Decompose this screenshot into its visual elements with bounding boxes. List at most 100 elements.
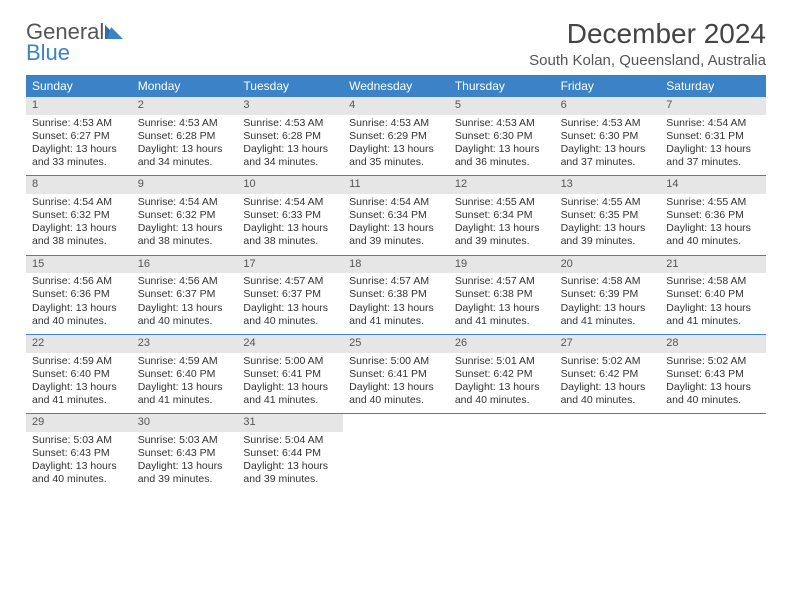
day-body: Sunrise: 4:55 AMSunset: 6:34 PMDaylight:… bbox=[449, 194, 555, 255]
day-body: Sunrise: 4:54 AMSunset: 6:31 PMDaylight:… bbox=[660, 115, 766, 176]
sunrise-text: Sunrise: 4:54 AM bbox=[32, 196, 126, 209]
sunrise-text: Sunrise: 4:53 AM bbox=[561, 117, 655, 130]
day-cell: 2Sunrise: 4:53 AMSunset: 6:28 PMDaylight… bbox=[132, 97, 238, 175]
day-cell: 9Sunrise: 4:54 AMSunset: 6:32 PMDaylight… bbox=[132, 176, 238, 254]
sunset-text: Sunset: 6:28 PM bbox=[138, 130, 232, 143]
sunrise-text: Sunrise: 4:54 AM bbox=[349, 196, 443, 209]
sunset-text: Sunset: 6:40 PM bbox=[138, 368, 232, 381]
logo-blue-text: Blue bbox=[26, 43, 125, 64]
daylight-text: Daylight: 13 hours and 41 minutes. bbox=[455, 302, 549, 328]
sunset-text: Sunset: 6:35 PM bbox=[561, 209, 655, 222]
sunrise-text: Sunrise: 4:55 AM bbox=[666, 196, 760, 209]
daylight-text: Daylight: 13 hours and 34 minutes. bbox=[243, 143, 337, 169]
day-body: Sunrise: 4:57 AMSunset: 6:38 PMDaylight:… bbox=[343, 273, 449, 334]
day-number: 1 bbox=[26, 97, 132, 115]
sunset-text: Sunset: 6:43 PM bbox=[666, 368, 760, 381]
day-number: 2 bbox=[132, 97, 238, 115]
daylight-text: Daylight: 13 hours and 40 minutes. bbox=[243, 302, 337, 328]
daylight-text: Daylight: 13 hours and 40 minutes. bbox=[32, 460, 126, 486]
day-body: Sunrise: 4:58 AMSunset: 6:40 PMDaylight:… bbox=[660, 273, 766, 334]
sunset-text: Sunset: 6:28 PM bbox=[243, 130, 337, 143]
day-number: 23 bbox=[132, 335, 238, 353]
day-body: Sunrise: 4:53 AMSunset: 6:29 PMDaylight:… bbox=[343, 115, 449, 176]
day-cell: 23Sunrise: 4:59 AMSunset: 6:40 PMDayligh… bbox=[132, 335, 238, 413]
daylight-text: Daylight: 13 hours and 40 minutes. bbox=[455, 381, 549, 407]
page-title: December 2024 bbox=[529, 18, 766, 50]
sunset-text: Sunset: 6:36 PM bbox=[666, 209, 760, 222]
header-row: General Blue December 2024 South Kolan, … bbox=[26, 18, 766, 69]
dayname-header: Friday bbox=[555, 75, 661, 97]
dayname-header: Saturday bbox=[660, 75, 766, 97]
week-row: 1Sunrise: 4:53 AMSunset: 6:27 PMDaylight… bbox=[26, 97, 766, 176]
sunrise-text: Sunrise: 4:54 AM bbox=[666, 117, 760, 130]
sunrise-text: Sunrise: 4:58 AM bbox=[666, 275, 760, 288]
day-number: 16 bbox=[132, 256, 238, 274]
sunrise-text: Sunrise: 4:57 AM bbox=[243, 275, 337, 288]
day-body: Sunrise: 4:59 AMSunset: 6:40 PMDaylight:… bbox=[132, 353, 238, 414]
sunset-text: Sunset: 6:36 PM bbox=[32, 288, 126, 301]
sunrise-text: Sunrise: 4:53 AM bbox=[455, 117, 549, 130]
week-row: 22Sunrise: 4:59 AMSunset: 6:40 PMDayligh… bbox=[26, 335, 766, 414]
sunrise-text: Sunrise: 4:53 AM bbox=[349, 117, 443, 130]
sunset-text: Sunset: 6:32 PM bbox=[32, 209, 126, 222]
day-number: 31 bbox=[237, 414, 343, 432]
day-body: Sunrise: 4:58 AMSunset: 6:39 PMDaylight:… bbox=[555, 273, 661, 334]
sunrise-text: Sunrise: 4:59 AM bbox=[32, 355, 126, 368]
sunset-text: Sunset: 6:38 PM bbox=[455, 288, 549, 301]
sunrise-text: Sunrise: 4:53 AM bbox=[32, 117, 126, 130]
day-number: 8 bbox=[26, 176, 132, 194]
sunset-text: Sunset: 6:37 PM bbox=[138, 288, 232, 301]
day-body: Sunrise: 5:01 AMSunset: 6:42 PMDaylight:… bbox=[449, 353, 555, 414]
sunset-text: Sunset: 6:42 PM bbox=[561, 368, 655, 381]
dayname-header: Wednesday bbox=[343, 75, 449, 97]
day-cell: 18Sunrise: 4:57 AMSunset: 6:38 PMDayligh… bbox=[343, 256, 449, 334]
location-subtitle: South Kolan, Queensland, Australia bbox=[529, 52, 766, 69]
sunset-text: Sunset: 6:40 PM bbox=[666, 288, 760, 301]
day-body: Sunrise: 4:53 AMSunset: 6:27 PMDaylight:… bbox=[26, 115, 132, 176]
dayname-header: Monday bbox=[132, 75, 238, 97]
sunrise-text: Sunrise: 5:00 AM bbox=[243, 355, 337, 368]
day-number: 18 bbox=[343, 256, 449, 274]
day-cell: . bbox=[449, 414, 555, 492]
sunrise-text: Sunrise: 5:03 AM bbox=[138, 434, 232, 447]
sunset-text: Sunset: 6:39 PM bbox=[561, 288, 655, 301]
daylight-text: Daylight: 13 hours and 41 minutes. bbox=[243, 381, 337, 407]
day-body: Sunrise: 5:03 AMSunset: 6:43 PMDaylight:… bbox=[132, 432, 238, 493]
day-number: 22 bbox=[26, 335, 132, 353]
daylight-text: Daylight: 13 hours and 40 minutes. bbox=[349, 381, 443, 407]
sunset-text: Sunset: 6:27 PM bbox=[32, 130, 126, 143]
day-cell: . bbox=[555, 414, 661, 492]
sunrise-text: Sunrise: 5:01 AM bbox=[455, 355, 549, 368]
day-cell: 25Sunrise: 5:00 AMSunset: 6:41 PMDayligh… bbox=[343, 335, 449, 413]
logo: General Blue bbox=[26, 18, 125, 64]
day-cell: 21Sunrise: 4:58 AMSunset: 6:40 PMDayligh… bbox=[660, 256, 766, 334]
day-cell: 1Sunrise: 4:53 AMSunset: 6:27 PMDaylight… bbox=[26, 97, 132, 175]
week-row: 8Sunrise: 4:54 AMSunset: 6:32 PMDaylight… bbox=[26, 176, 766, 255]
sunset-text: Sunset: 6:33 PM bbox=[243, 209, 337, 222]
day-body: Sunrise: 4:57 AMSunset: 6:38 PMDaylight:… bbox=[449, 273, 555, 334]
sunrise-text: Sunrise: 4:54 AM bbox=[243, 196, 337, 209]
calendar: SundayMondayTuesdayWednesdayThursdayFrid… bbox=[26, 75, 766, 492]
daylight-text: Daylight: 13 hours and 39 minutes. bbox=[455, 222, 549, 248]
dayname-header: Tuesday bbox=[237, 75, 343, 97]
day-body: Sunrise: 4:53 AMSunset: 6:30 PMDaylight:… bbox=[449, 115, 555, 176]
title-block: December 2024 South Kolan, Queensland, A… bbox=[529, 18, 766, 69]
day-cell: 12Sunrise: 4:55 AMSunset: 6:34 PMDayligh… bbox=[449, 176, 555, 254]
day-cell: . bbox=[660, 414, 766, 492]
day-cell: 24Sunrise: 5:00 AMSunset: 6:41 PMDayligh… bbox=[237, 335, 343, 413]
daylight-text: Daylight: 13 hours and 40 minutes. bbox=[666, 222, 760, 248]
sunset-text: Sunset: 6:30 PM bbox=[561, 130, 655, 143]
day-number: 15 bbox=[26, 256, 132, 274]
day-cell: 7Sunrise: 4:54 AMSunset: 6:31 PMDaylight… bbox=[660, 97, 766, 175]
day-number: 27 bbox=[555, 335, 661, 353]
sunrise-text: Sunrise: 5:02 AM bbox=[666, 355, 760, 368]
sunrise-text: Sunrise: 4:53 AM bbox=[138, 117, 232, 130]
day-number: 17 bbox=[237, 256, 343, 274]
sunrise-text: Sunrise: 4:55 AM bbox=[455, 196, 549, 209]
sunrise-text: Sunrise: 5:00 AM bbox=[349, 355, 443, 368]
day-cell: 8Sunrise: 4:54 AMSunset: 6:32 PMDaylight… bbox=[26, 176, 132, 254]
day-number: 3 bbox=[237, 97, 343, 115]
daylight-text: Daylight: 13 hours and 41 minutes. bbox=[561, 302, 655, 328]
logo-textblock: General Blue bbox=[26, 22, 125, 64]
day-cell: 31Sunrise: 5:04 AMSunset: 6:44 PMDayligh… bbox=[237, 414, 343, 492]
